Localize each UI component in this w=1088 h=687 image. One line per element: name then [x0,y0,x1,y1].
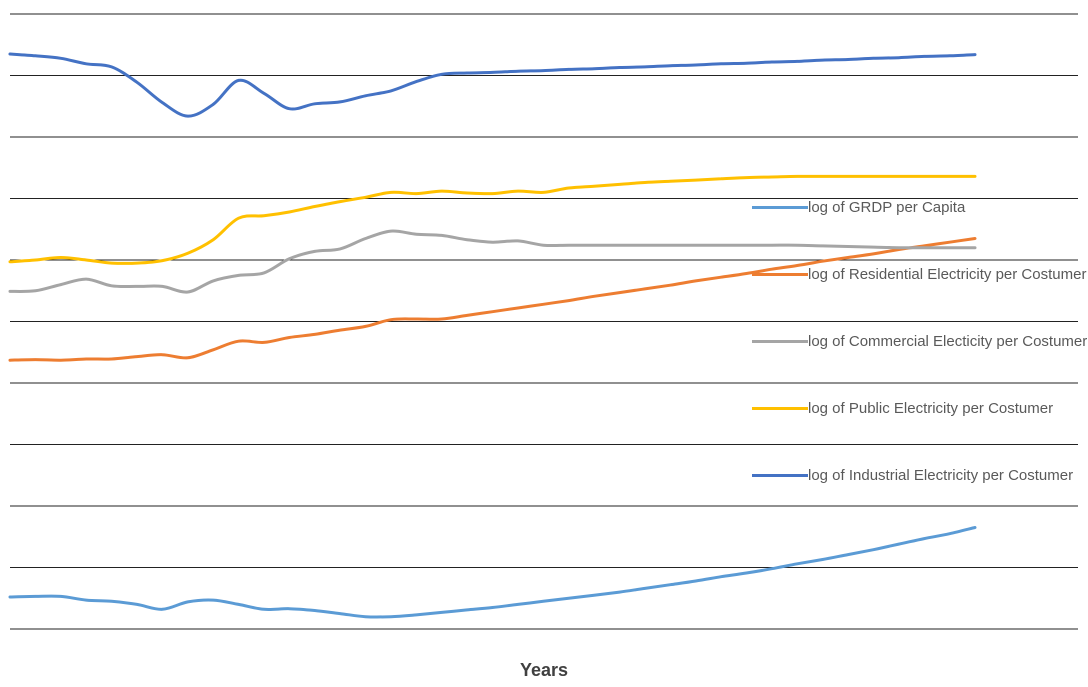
legend-swatch [752,474,808,477]
gridlines [10,13,1078,630]
legend-item: log of GRDP per Capita [752,196,1088,263]
series-line-1 [8,526,977,619]
legend-swatch [752,407,808,410]
series-lines [8,52,977,619]
legend-item: log of Industrial Electricity per Costum… [752,464,1088,531]
legend-label: log of Commercial Electicity per Costume… [808,333,1088,350]
legend-swatch [752,206,808,209]
legend-label: log of GRDP per Capita [808,199,966,216]
series-line-3 [8,229,977,294]
legend-item: log of Residential Electricity per Costu… [752,263,1088,330]
legend-item: log of Public Electricity per Costumer [752,397,1088,464]
series-line-5 [8,52,977,118]
legend-label: log of Public Electricity per Costumer [808,400,1054,417]
legend-swatch [752,340,808,343]
x-axis-title: Years [519,660,569,680]
series-line-4 [8,174,977,265]
legend-item: log of Commercial Electicity per Costume… [752,330,1088,397]
legend-label: log of Residential Electricity per Costu… [808,266,1087,283]
legend-label: log of Industrial Electricity per Costum… [808,467,1074,484]
legend: log of GRDP per Capita log of Residential… [752,196,1088,531]
legend-swatch [752,273,808,276]
series-line-2 [8,237,977,362]
